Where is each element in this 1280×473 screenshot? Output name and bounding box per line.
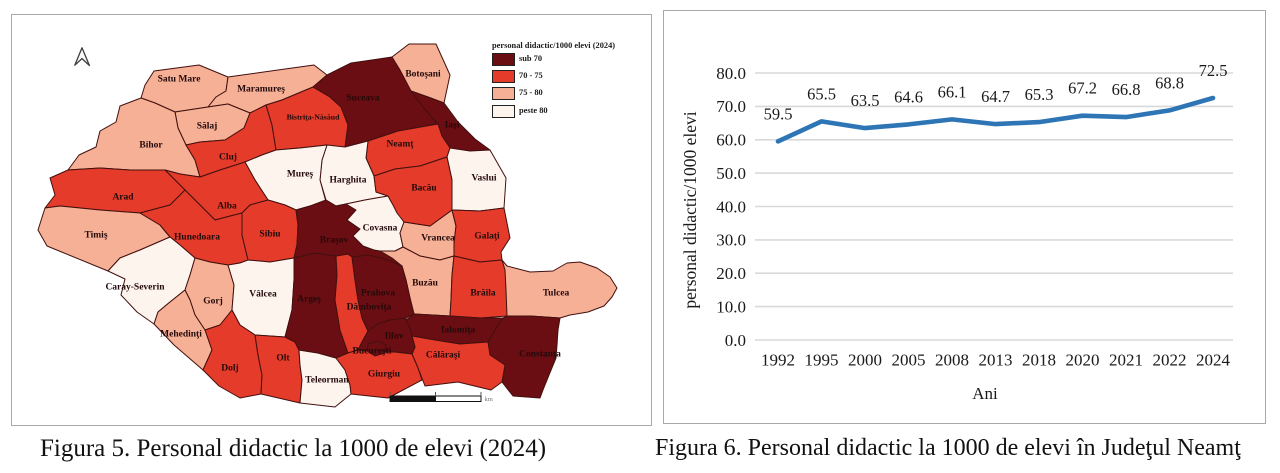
svg-text:50.0: 50.0 (716, 164, 746, 183)
svg-text:10.0: 10.0 (716, 297, 746, 316)
svg-text:1992: 1992 (761, 351, 795, 370)
svg-text:Suceava: Suceava (346, 94, 380, 104)
svg-text:64.6: 64.6 (894, 87, 923, 106)
svg-text:2022: 2022 (1153, 351, 1187, 370)
svg-text:Hunedoara: Hunedoara (174, 233, 220, 243)
svg-text:64.7: 64.7 (981, 87, 1010, 106)
svg-text:Satu Mare: Satu Mare (158, 75, 201, 85)
svg-text:2008: 2008 (935, 351, 969, 370)
svg-text:Sălaj: Sălaj (197, 122, 218, 132)
svg-text:Teleorman: Teleorman (305, 376, 349, 386)
svg-text:Brăila: Brăila (470, 289, 496, 299)
svg-text:Tulcea: Tulcea (543, 289, 570, 299)
svg-text:20.0: 20.0 (716, 264, 746, 283)
svg-text:Mureş: Mureş (287, 170, 314, 180)
svg-text:Argeş: Argeş (297, 295, 321, 305)
svg-text:2000: 2000 (848, 351, 882, 370)
svg-text:2024: 2024 (1196, 351, 1231, 370)
svg-text:Arad: Arad (112, 193, 134, 203)
svg-text:2013: 2013 (979, 351, 1013, 370)
svg-text:Braşov: Braşov (320, 236, 349, 246)
svg-text:Iaşi: Iaşi (445, 121, 460, 131)
svg-text:60.0: 60.0 (716, 131, 746, 150)
svg-text:2005: 2005 (892, 351, 926, 370)
svg-text:Botoşani: Botoşani (405, 70, 441, 80)
svg-text:Harghita: Harghita (330, 176, 367, 186)
svg-text:Ilfov: Ilfov (385, 332, 404, 342)
svg-text:Giurgiu: Giurgiu (368, 370, 401, 380)
svg-text:Maramureş: Maramureş (237, 85, 285, 95)
svg-text:Covasna: Covasna (363, 224, 398, 234)
svg-text:2020: 2020 (1066, 351, 1100, 370)
svg-text:Mehedinţi: Mehedinţi (160, 330, 202, 340)
svg-text:Vaslui: Vaslui (472, 174, 497, 184)
svg-text:59.5: 59.5 (764, 104, 793, 123)
svg-text:Neamţ: Neamţ (387, 140, 415, 150)
svg-text:Sibiu: Sibiu (259, 230, 281, 240)
svg-text:80.0: 80.0 (716, 64, 746, 83)
svg-text:Constanţa: Constanţa (519, 350, 561, 360)
svg-text:Bistriţa-Năsăud: Bistriţa-Năsăud (287, 113, 341, 122)
svg-text:2021: 2021 (1109, 351, 1143, 370)
svg-text:Galaţi: Galaţi (474, 232, 500, 242)
svg-text:Vrancea: Vrancea (421, 234, 455, 244)
svg-text:Buzău: Buzău (412, 279, 439, 289)
svg-text:72.5: 72.5 (1199, 61, 1228, 80)
svg-text:0.0: 0.0 (725, 331, 746, 350)
svg-text:km: km (485, 396, 493, 403)
svg-text:40.0: 40.0 (716, 197, 746, 216)
svg-text:Dâmboviţa: Dâmboviţa (347, 303, 392, 313)
svg-text:Timiş: Timiş (84, 231, 107, 241)
svg-text:Bucureşti: Bucureşti (353, 347, 392, 357)
svg-text:2018: 2018 (1022, 351, 1056, 370)
svg-text:Bihor: Bihor (139, 141, 163, 151)
svg-text:30.0: 30.0 (716, 231, 746, 250)
svg-text:67.2: 67.2 (1068, 79, 1097, 98)
svg-text:Gorj: Gorj (203, 297, 223, 307)
svg-text:Vâlcea: Vâlcea (249, 290, 277, 300)
svg-text:66.1: 66.1 (938, 82, 967, 101)
svg-text:Prahova: Prahova (361, 289, 396, 299)
svg-text:Dolj: Dolj (221, 364, 238, 374)
svg-text:66.8: 66.8 (1112, 80, 1141, 99)
svg-text:68.8: 68.8 (1155, 73, 1184, 92)
svg-text:Călăraşi: Călăraşi (426, 351, 461, 361)
svg-text:Caray-Severin: Caray-Severin (105, 283, 165, 293)
svg-text:Olt: Olt (276, 354, 290, 364)
svg-text:Bacău: Bacău (411, 184, 437, 194)
svg-text:Alba: Alba (217, 202, 237, 212)
svg-text:Ialomiţa: Ialomiţa (441, 326, 476, 336)
svg-text:personal didactic/1000 elevi: personal didactic/1000 elevi (680, 111, 700, 308)
svg-text:65.5: 65.5 (807, 84, 836, 103)
svg-text:Ani: Ani (972, 384, 998, 403)
svg-text:65.3: 65.3 (1025, 85, 1054, 104)
svg-text:63.5: 63.5 (851, 91, 880, 110)
svg-text:Cluj: Cluj (219, 153, 237, 163)
svg-text:1995: 1995 (805, 351, 839, 370)
svg-text:70.0: 70.0 (716, 97, 746, 116)
